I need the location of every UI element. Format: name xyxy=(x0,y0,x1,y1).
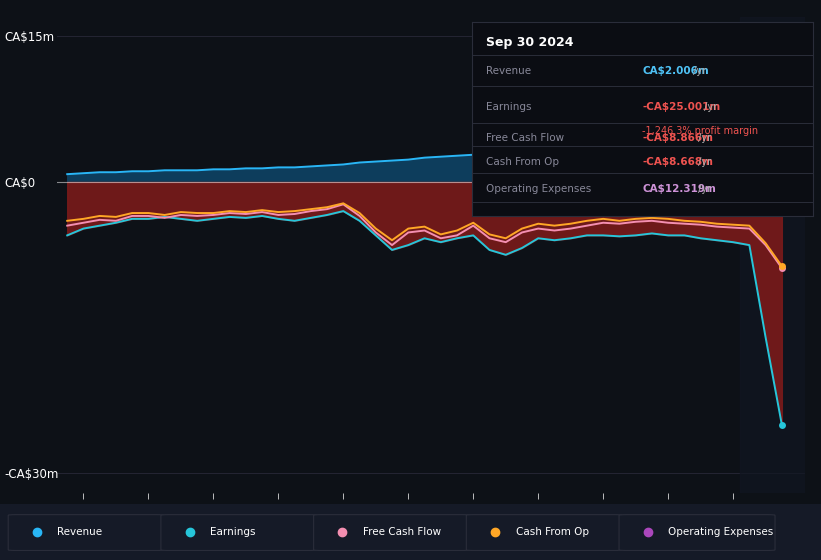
FancyBboxPatch shape xyxy=(314,515,470,550)
Text: /yr: /yr xyxy=(690,66,706,76)
Text: Revenue: Revenue xyxy=(486,66,531,76)
Text: -1,246.3% profit margin: -1,246.3% profit margin xyxy=(643,125,759,136)
Text: Revenue: Revenue xyxy=(57,527,103,537)
Text: Operating Expenses: Operating Expenses xyxy=(486,184,591,194)
FancyBboxPatch shape xyxy=(466,515,622,550)
Text: CA$2.006m: CA$2.006m xyxy=(643,66,709,76)
Text: -CA$8.866m: -CA$8.866m xyxy=(643,133,713,143)
Text: /yr: /yr xyxy=(695,156,711,166)
Text: Cash From Op: Cash From Op xyxy=(516,527,589,537)
Text: -CA$8.668m: -CA$8.668m xyxy=(643,156,713,166)
FancyBboxPatch shape xyxy=(619,515,775,550)
Text: /yr: /yr xyxy=(700,102,717,113)
Text: -CA$25.001m: -CA$25.001m xyxy=(643,102,721,113)
Text: Sep 30 2024: Sep 30 2024 xyxy=(486,36,573,49)
FancyBboxPatch shape xyxy=(8,515,164,550)
Text: CA$12.319m: CA$12.319m xyxy=(643,184,716,194)
Text: Cash From Op: Cash From Op xyxy=(486,156,559,166)
Text: Operating Expenses: Operating Expenses xyxy=(668,527,773,537)
FancyBboxPatch shape xyxy=(161,515,317,550)
Bar xyxy=(740,17,805,493)
Text: Earnings: Earnings xyxy=(486,102,531,113)
Text: Free Cash Flow: Free Cash Flow xyxy=(363,527,441,537)
Text: Free Cash Flow: Free Cash Flow xyxy=(486,133,564,143)
Text: Earnings: Earnings xyxy=(210,527,255,537)
Text: /yr: /yr xyxy=(695,133,711,143)
Text: /yr: /yr xyxy=(695,184,711,194)
